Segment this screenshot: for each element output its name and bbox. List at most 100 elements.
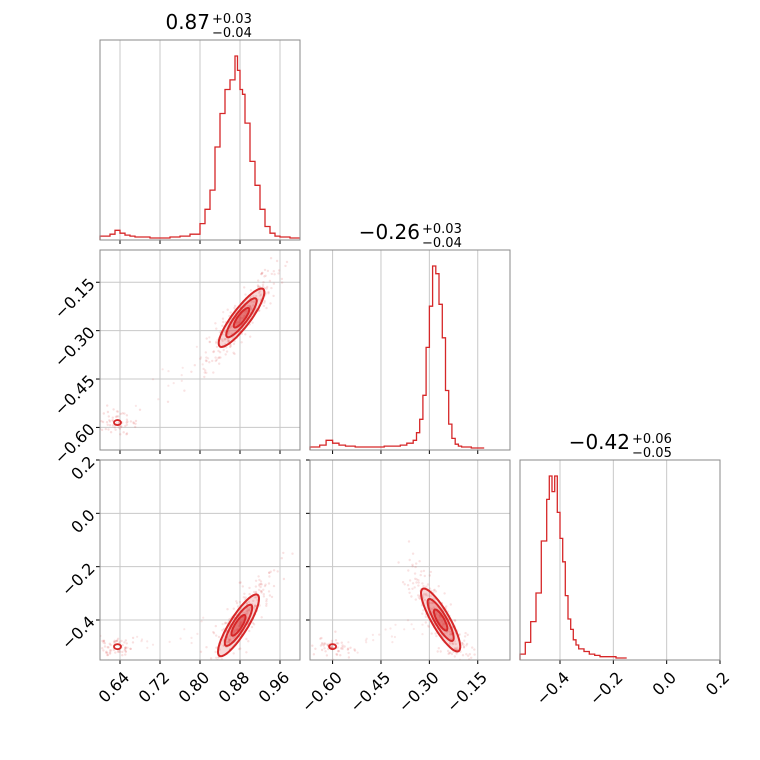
sample-point [262,595,266,598]
sample-point [255,294,258,298]
sample-point [263,268,267,272]
panel-frame [99,459,301,661]
sample-point [107,415,111,418]
sample-point [214,322,217,325]
sample-point [261,271,264,275]
sample-point [471,646,474,649]
sample-point [229,638,232,641]
sample-point [111,424,115,427]
sample-point [215,656,218,659]
sample-point [390,635,393,638]
sample-point [228,639,231,642]
sample-point [225,346,228,349]
sample-point [460,641,464,645]
sample-point [449,603,452,606]
sample-point [224,621,227,624]
sample-point [263,584,267,588]
sample-point [126,420,129,423]
sample-point [146,646,149,649]
sample-point [245,610,248,613]
sample-point [320,642,324,645]
sample-point [417,584,420,587]
sample-point [223,622,226,625]
sample-point [248,586,251,590]
sample-point [411,552,415,555]
sample-point [417,581,420,584]
sample-point [206,668,208,670]
sample-point [249,335,252,338]
panel-frame [99,39,301,241]
sample-point [202,367,205,371]
sample-point [233,629,237,632]
sample-point [243,612,246,615]
sample-point [214,359,217,363]
sample-point [277,272,280,275]
sample-point [129,647,132,651]
sample-point [103,642,107,645]
sample-point [441,620,444,623]
sample-point [228,345,232,349]
sample-point [190,636,193,640]
sample-point [241,585,244,588]
sample-point [108,652,112,655]
sample-point [439,650,442,653]
x-tick-label: −0.30 [395,668,443,716]
sample-point [125,421,128,424]
sample-point [419,573,422,577]
sample-point [238,581,241,584]
sample-point [235,602,239,605]
sample-point [225,350,229,353]
sample-point [101,420,105,424]
sample-point [248,607,251,610]
sample-point [235,628,239,631]
sample-point [129,420,133,423]
sample-point [265,598,268,601]
sample-point [346,647,350,650]
sample-point [322,644,325,647]
x-tick-label: 0.88 [215,668,254,707]
sample-point [132,422,135,425]
sample-point [356,651,359,654]
sample-point [260,590,263,593]
sample-point [371,633,374,637]
sample-point [269,570,272,573]
sample-point [470,666,472,668]
sample-point [212,371,215,374]
sample-point [115,410,118,413]
sample-point [401,581,405,584]
sample-point [253,596,257,599]
sample-point [295,247,297,249]
sample-point [449,651,452,654]
sample-point [247,640,250,643]
sample-point [123,649,126,652]
sample-point [239,647,242,650]
sample-point [259,580,263,583]
sample-point [166,400,170,403]
sample-point [238,622,242,626]
marginal-panel-3: −0.42 +0.06−0.05 [519,430,721,664]
sample-point [124,424,127,428]
sample-point [227,338,230,342]
sample-point [116,410,120,413]
sample-point [106,646,109,649]
sample-point [433,588,436,591]
sample-point [411,563,414,566]
sample-point [378,633,381,636]
sample-point [214,624,217,628]
sample-point [241,317,244,320]
sample-point [233,304,237,308]
sample-point [424,594,427,597]
sample-point [109,649,113,652]
histogram-line [519,475,627,660]
sample-point [434,632,437,635]
sample-point [245,651,248,654]
sample-point [365,637,368,640]
sample-point [465,644,468,647]
contour-fill [433,609,448,631]
sample-point [254,585,258,588]
sample-point [245,602,249,605]
sample-point [320,636,323,640]
sample-point [422,609,425,612]
sample-point [222,644,225,647]
sample-point [284,264,287,268]
